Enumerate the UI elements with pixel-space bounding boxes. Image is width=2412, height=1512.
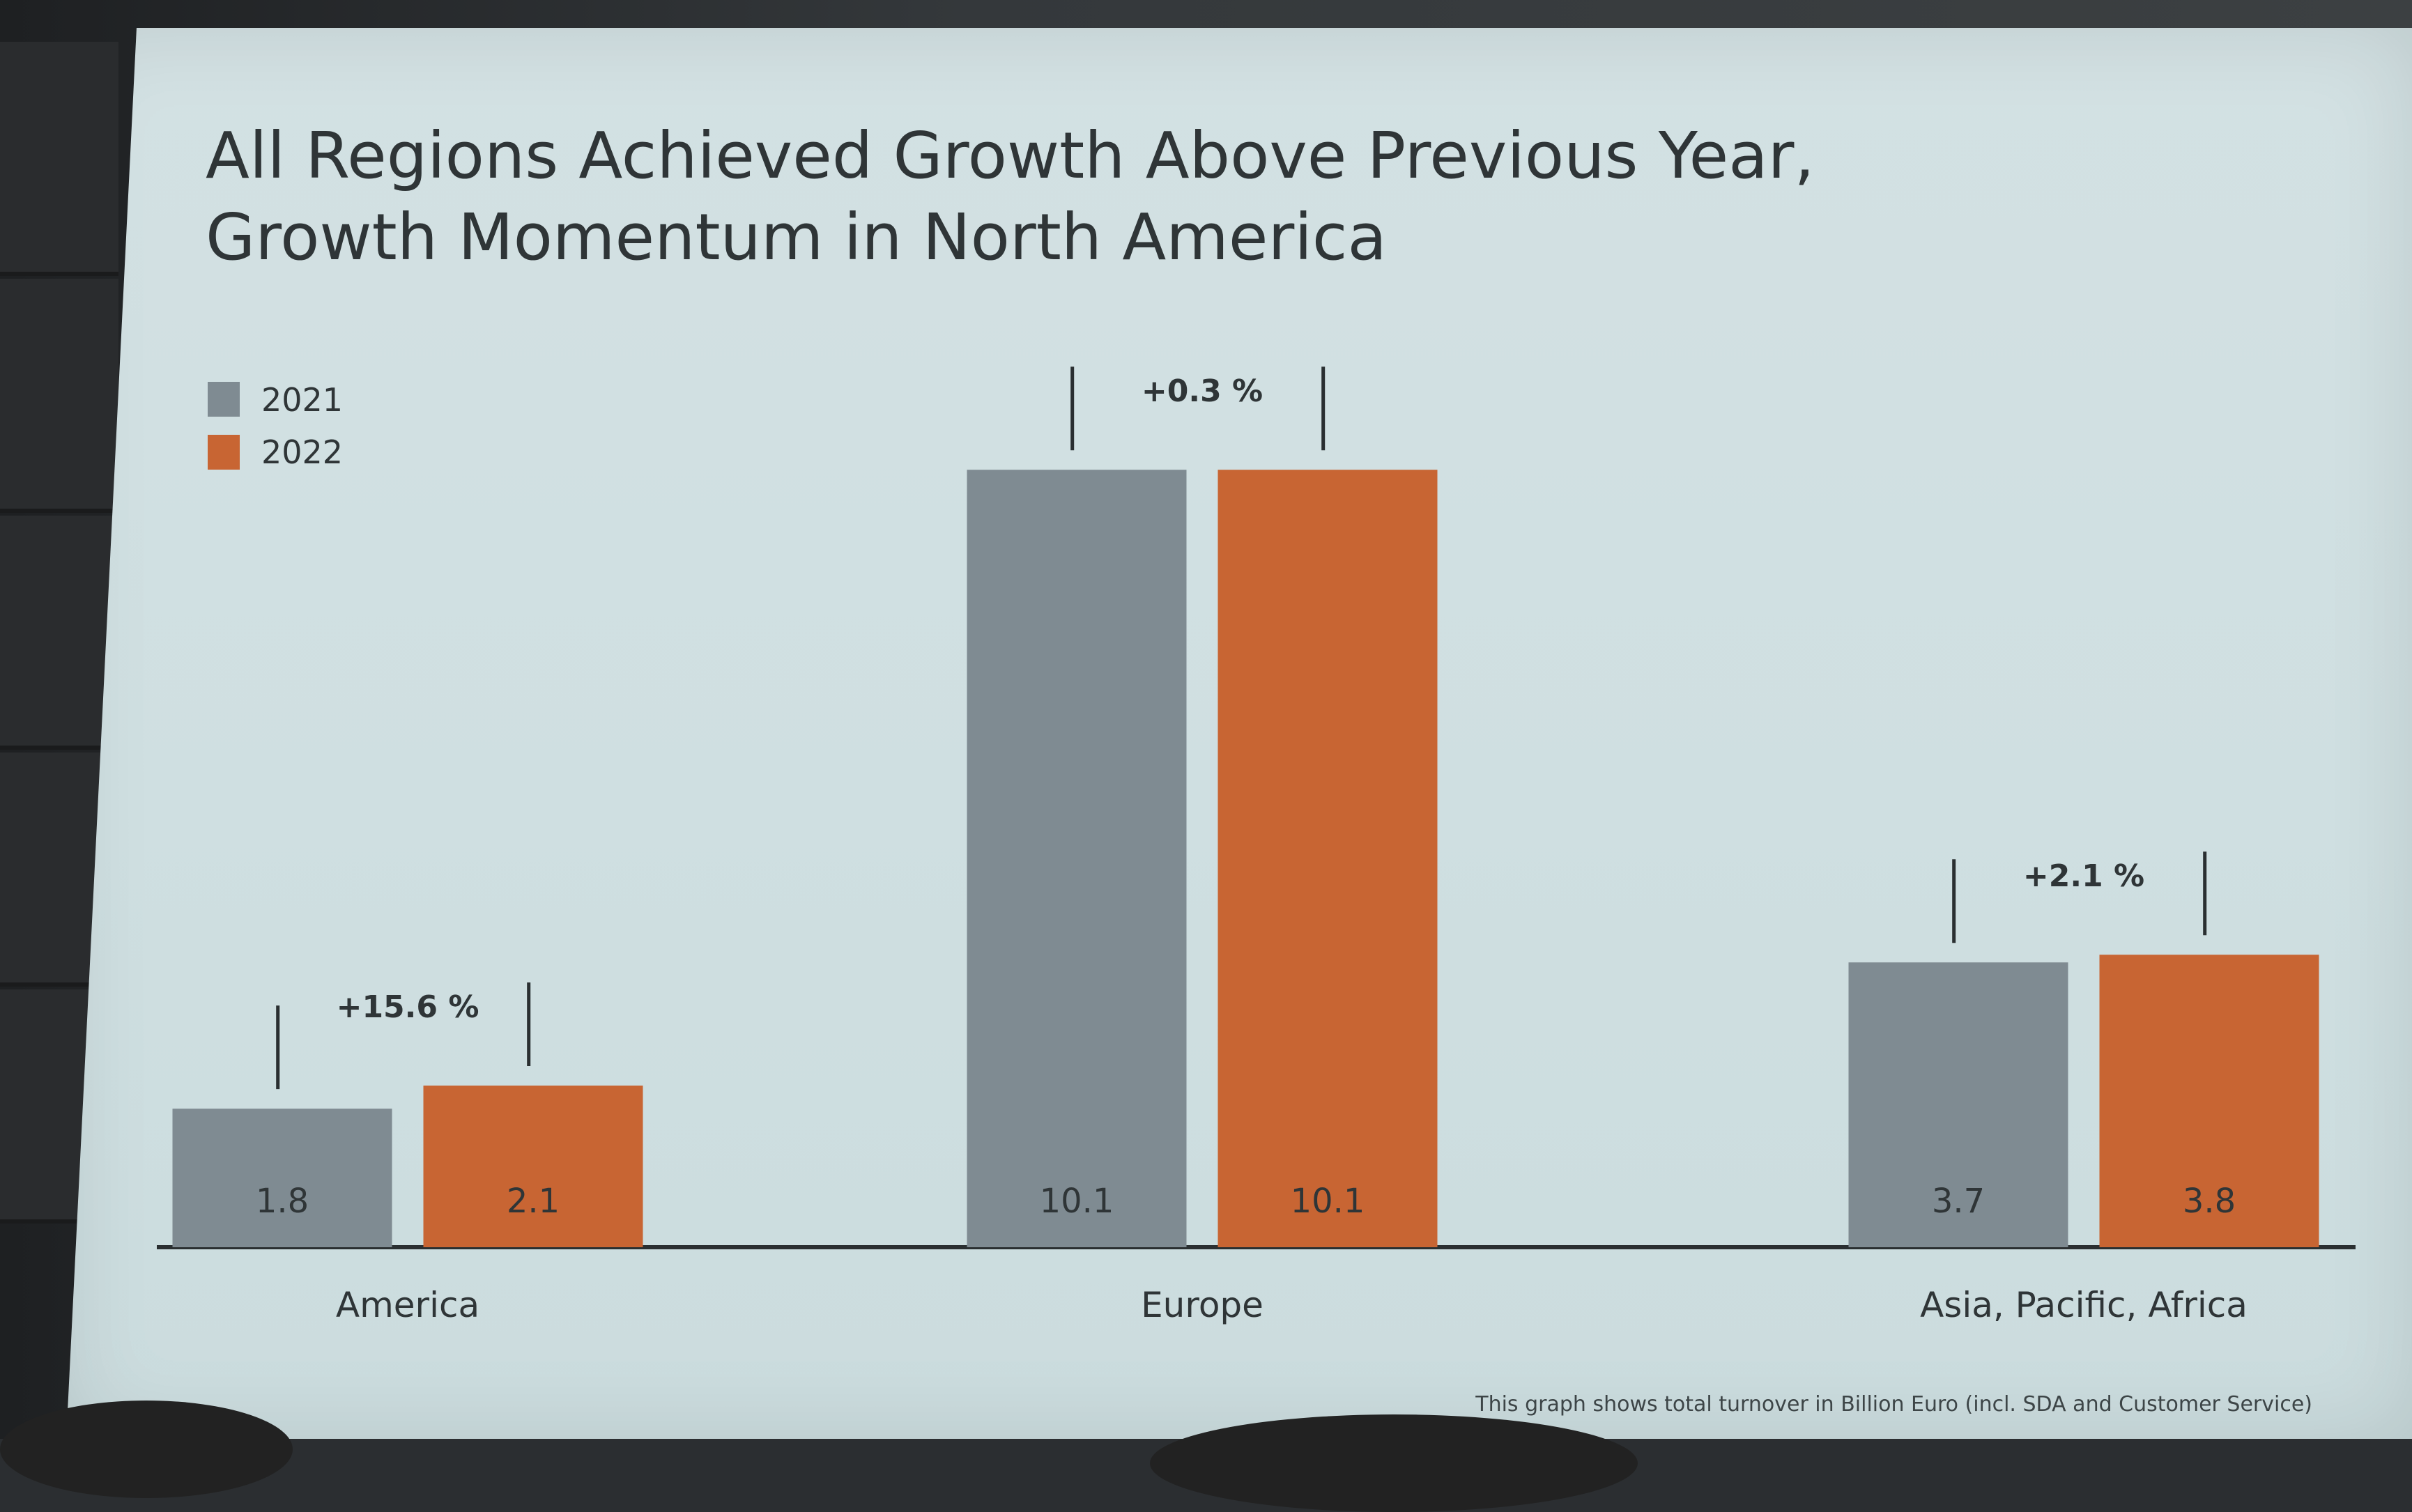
slide-title-line-2: Growth Momentum in North America	[206, 200, 1387, 275]
bar-2022-0	[423, 1086, 643, 1247]
legend-swatch-2022	[208, 435, 240, 470]
wall-panel	[0, 42, 118, 276]
legend-label-2022: 2022	[261, 433, 343, 471]
bar-value-label: 10.1	[1040, 1182, 1114, 1221]
bar-2021-0	[172, 1109, 392, 1247]
legend-swatch-2021	[208, 382, 240, 417]
bar-chart: All Regions Achieved Growth Above Previo…	[157, 118, 2356, 1417]
growth-annotation: +2.1 %	[2023, 858, 2144, 894]
category-label: America	[336, 1285, 479, 1325]
slide-title-line-1: All Regions Achieved Growth Above Previo…	[206, 118, 1815, 193]
wall-panel	[0, 279, 118, 513]
legend-label-2021: 2021	[261, 381, 343, 419]
bar-2022-2	[2099, 955, 2319, 1247]
bar-value-label: 3.7	[1932, 1182, 1985, 1221]
audience-silhouette	[0, 1401, 293, 1498]
bar-2021-2	[1848, 962, 2068, 1247]
bar-value-label: 1.8	[256, 1182, 309, 1221]
category-label: Asia, Pacific, Africa	[1920, 1285, 2248, 1325]
bar-value-label: 10.1	[1291, 1182, 1365, 1221]
category-label: Europe	[1141, 1285, 1263, 1325]
legend: 2021 2022	[208, 381, 343, 471]
bar-2021-1	[967, 470, 1187, 1248]
wall-panel	[0, 516, 118, 750]
bar-value-label: 3.8	[2183, 1182, 2236, 1221]
audience-silhouette	[1150, 1414, 1638, 1512]
growth-annotation: +15.6 %	[337, 989, 479, 1025]
bar-value-label: 2.1	[507, 1182, 560, 1221]
footnote: This graph shows total turnover in Billi…	[1475, 1392, 2312, 1417]
plot-area: 1.8 2.1 +15.6 % America 10.1 10.1 +0.3 % Europe…	[157, 367, 2356, 1325]
growth-annotation: +0.3 %	[1142, 373, 1263, 409]
bar-2022-1	[1217, 470, 1438, 1248]
